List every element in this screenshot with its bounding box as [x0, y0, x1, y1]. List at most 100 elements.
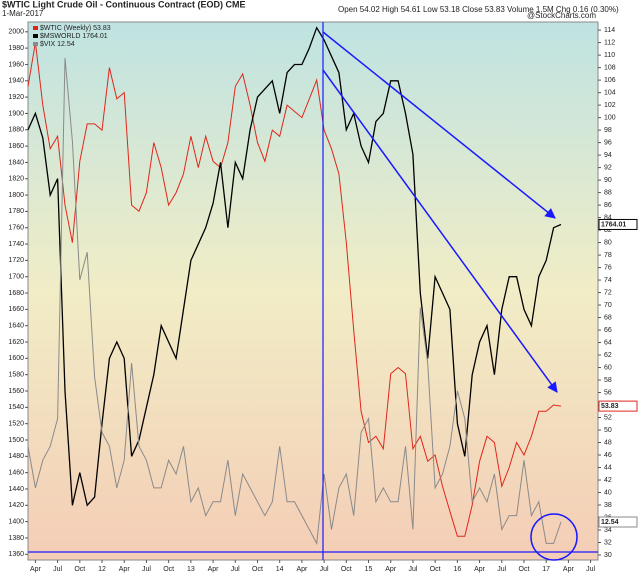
y2-tick-label: 96: [604, 139, 612, 146]
y-tick-label: 1720: [8, 257, 24, 264]
x-tick-label: Jul: [231, 566, 240, 573]
y-tick-label: 1640: [8, 323, 24, 330]
y2-tick-label: 76: [604, 264, 612, 271]
credit: @StockCharts.com: [527, 11, 596, 20]
x-tick-label: Apr: [385, 566, 397, 573]
y-tick-label: 1420: [8, 502, 24, 509]
y2-tick-label: 98: [604, 127, 612, 134]
y2-tick-label: 100: [604, 114, 616, 121]
y-tick-label: 1380: [8, 535, 24, 542]
y-tick-label: 1780: [8, 208, 24, 215]
x-tick-label: Apr: [119, 566, 131, 573]
legend-swatch: [33, 34, 38, 38]
y-tick-label: 1700: [8, 274, 24, 281]
x-tick-label: Oct: [163, 566, 174, 573]
y-tick-label: 1740: [8, 241, 24, 248]
y-tick-label: 1580: [8, 372, 24, 379]
y-tick-label: 1880: [8, 127, 24, 134]
y-tick-label: 1480: [8, 453, 24, 460]
last-value-label: 53.83: [601, 403, 619, 410]
trend-arrow: [322, 69, 558, 393]
y2-tick-label: 42: [604, 477, 612, 484]
y-tick-label: 1920: [8, 94, 24, 101]
y2-tick-label: 84: [604, 214, 612, 221]
y2-tick-label: 82: [604, 227, 612, 234]
x-tick-label: 15: [365, 566, 373, 573]
y2-tick-label: 32: [604, 539, 612, 546]
y2-tick-label: 104: [604, 89, 616, 96]
y2-tick-label: 112: [604, 39, 615, 46]
y-tick-label: 1680: [8, 290, 24, 297]
y2-tick-label: 44: [604, 464, 612, 471]
y2-tick-label: 48: [604, 439, 612, 446]
x-tick-label: Oct: [341, 566, 352, 573]
trend-arrow: [322, 31, 556, 219]
x-tick-label: Apr: [208, 566, 220, 573]
y2-tick-label: 108: [604, 64, 616, 71]
y2-tick-label: 58: [604, 377, 612, 384]
legend-label: $WTIC (Weekly) 53.83: [40, 25, 111, 32]
y-tick-label: 1540: [8, 404, 24, 411]
x-tick-label: 14: [276, 566, 284, 573]
x-tick-label: Oct: [252, 566, 263, 573]
y-tick-label: 1560: [8, 388, 24, 395]
y2-tick-label: 38: [604, 502, 612, 509]
last-value-label: 12.54: [601, 519, 619, 526]
x-tick-label: Jul: [53, 566, 62, 573]
y-tick-label: 2000: [8, 29, 24, 36]
x-tick-label: Jul: [497, 566, 506, 573]
y2-tick-label: 80: [604, 239, 612, 246]
x-tick-label: Apr: [563, 566, 575, 573]
last-value-label: 1764.01: [601, 221, 626, 228]
x-tick-label: 13: [187, 566, 195, 573]
y-tick-label: 1960: [8, 61, 24, 68]
info: Open 54.02 High 54.61 Low 53.18 Close 53…: [338, 5, 619, 14]
y-tick-label: 1980: [8, 45, 24, 52]
y2-tick-label: 62: [604, 352, 612, 359]
y-tick-label: 1360: [8, 551, 24, 558]
y2-tick-label: 40: [604, 489, 612, 496]
y2-tick-label: 52: [604, 414, 612, 421]
legend-swatch: [33, 42, 38, 46]
last-value-tag: [598, 400, 638, 412]
y-tick-label: 1820: [8, 176, 24, 183]
y-tick-label: 1940: [8, 78, 24, 85]
y-tick-label: 1600: [8, 355, 24, 362]
legend-swatch: [33, 26, 38, 30]
x-tick-label: Jul: [586, 566, 595, 573]
chart-subtitle: 1-Mar-2017: [2, 9, 44, 18]
y-tick-label: 1460: [8, 469, 24, 476]
y-tick-label: 1840: [8, 159, 24, 166]
y-tick-label: 1620: [8, 339, 24, 346]
y2-tick-label: 70: [604, 302, 612, 309]
y2-tick-label: 90: [604, 177, 612, 184]
x-tick-label: Oct: [74, 566, 85, 573]
x-tick-label: 17: [542, 566, 550, 573]
y2-tick-label: 94: [604, 152, 612, 159]
y2-tick-label: 102: [604, 102, 616, 109]
y2-tick-label: 88: [604, 189, 612, 196]
x-tick-label: Apr: [296, 566, 308, 573]
y-tick-label: 1440: [8, 486, 24, 493]
y2-tick-label: 106: [604, 77, 616, 84]
legend-label: $MSWORLD 1764.01: [40, 33, 108, 40]
plot-area: [27, 21, 599, 561]
y2-tick-label: 78: [604, 252, 612, 259]
series-line: [27, 42, 562, 537]
chart-title: $WTIC Light Crude Oil - Continuous Contr…: [2, 0, 245, 9]
series-line: [27, 58, 562, 546]
y2-tick-label: 92: [604, 164, 612, 171]
y2-tick-label: 64: [604, 339, 612, 346]
y2-tick-label: 56: [604, 389, 612, 396]
x-tick-label: 16: [453, 566, 461, 573]
y2-tick-label: 114: [604, 27, 615, 34]
x-tick-label: Jul: [408, 566, 417, 573]
y2-tick-label: 68: [604, 314, 612, 321]
y2-tick-label: 60: [604, 364, 612, 371]
y-tick-label: 1660: [8, 306, 24, 313]
x-tick-label: Oct: [430, 566, 441, 573]
y2-tick-label: 30: [604, 552, 612, 559]
y-tick-label: 1400: [8, 518, 24, 525]
y2-tick-label: 110: [604, 52, 615, 59]
